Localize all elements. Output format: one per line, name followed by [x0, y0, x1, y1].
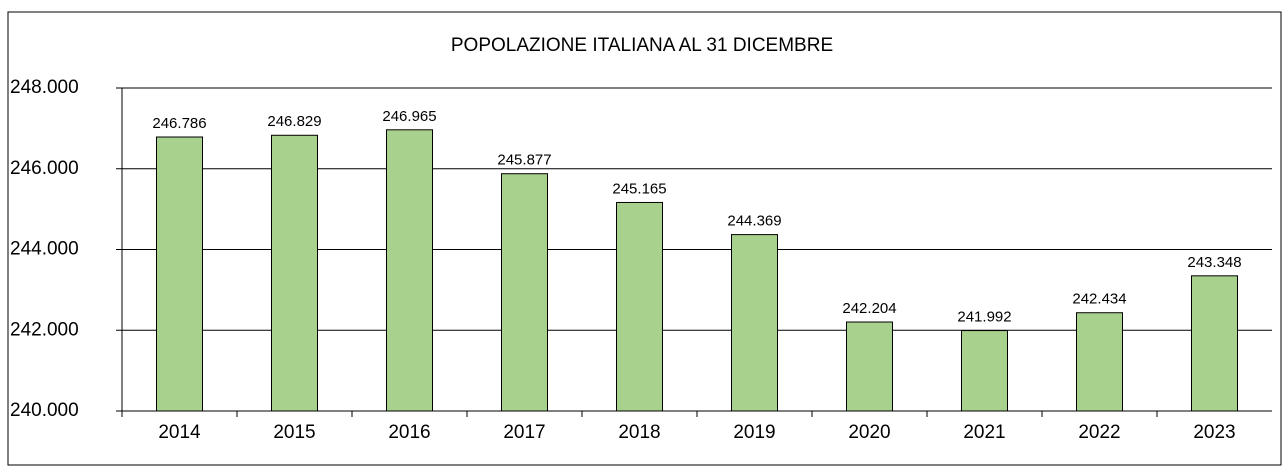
x-tick-label: 2019 — [733, 422, 775, 443]
x-tick-label: 2017 — [503, 422, 545, 443]
x-tick-label: 2016 — [388, 422, 430, 443]
value-label: 242.204 — [842, 300, 896, 317]
y-tick-label: 246.000 — [10, 158, 79, 179]
x-tick-label: 2018 — [618, 422, 660, 443]
bar — [1191, 275, 1238, 412]
value-label: 241.992 — [957, 309, 1011, 326]
bar — [271, 134, 318, 412]
value-label: 246.829 — [267, 113, 321, 130]
x-tick-label: 2021 — [963, 422, 1005, 443]
bar — [386, 129, 433, 412]
value-label: 245.877 — [497, 152, 551, 169]
value-label: 242.434 — [1072, 291, 1126, 308]
bar — [846, 321, 893, 412]
y-tick-label: 240.000 — [10, 400, 79, 421]
chart-title: POPOLAZIONE ITALIANA AL 31 DICEMBRE — [451, 35, 833, 56]
y-tick-label: 242.000 — [10, 319, 79, 340]
x-tick-label: 2023 — [1193, 422, 1235, 443]
value-label: 245.165 — [612, 180, 666, 197]
x-tick-label: 2022 — [1078, 422, 1120, 443]
value-label: 246.786 — [152, 115, 206, 132]
x-tick-label: 2020 — [848, 422, 890, 443]
x-tick-label: 2015 — [273, 422, 315, 443]
x-tick-label: 2014 — [158, 422, 201, 443]
y-tick-label: 244.000 — [10, 239, 79, 260]
bar — [731, 234, 778, 412]
bar — [501, 173, 548, 412]
value-label: 243.348 — [1187, 254, 1241, 271]
value-label: 244.369 — [727, 213, 781, 230]
bar — [156, 136, 203, 412]
value-label: 246.965 — [382, 108, 436, 125]
bar — [616, 201, 663, 412]
bar — [961, 330, 1008, 412]
bar — [1076, 312, 1123, 412]
y-tick-label: 248.000 — [10, 77, 79, 98]
